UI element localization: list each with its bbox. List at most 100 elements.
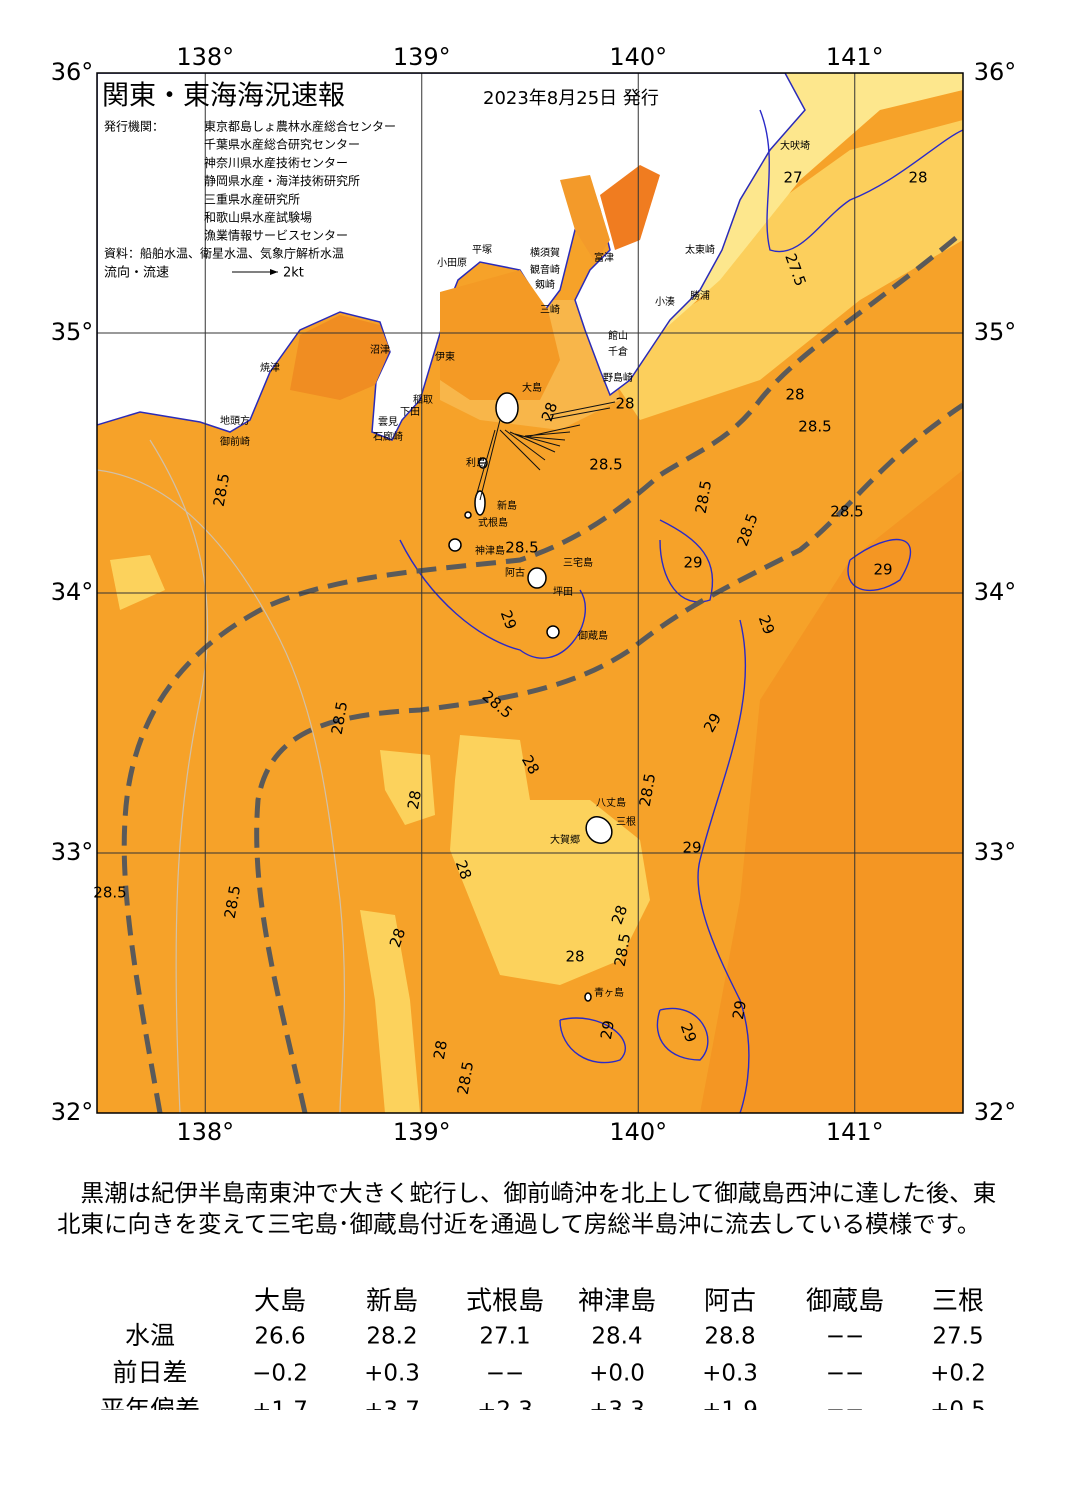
table-cell: −− (826, 1398, 865, 1411)
flow-legend-speed: 2kt (283, 266, 304, 281)
place-name: 坪田 (553, 585, 573, 598)
current-arrows (474, 401, 616, 501)
table-header: 阿古 (704, 1287, 756, 1317)
source: 資料：船舶水温、衛星水温、気象庁解析水温 (104, 246, 344, 261)
contour-label: 29 (729, 999, 750, 1021)
table-cell: +3.3 (589, 1398, 645, 1411)
cool-area (630, 73, 963, 360)
table-cell: −− (826, 1361, 865, 1387)
table-cell: 27.5 (932, 1324, 983, 1350)
map-title: 関東・東海海況速報 (102, 81, 345, 112)
description: 黒潮は紀伊半島南東沖で大きく蛇行し、御前崎沖を北上して御蔵島西沖に達した後、東北… (57, 1179, 997, 1238)
place-name: 焼津 (260, 362, 280, 374)
contour-label: 28 (386, 926, 409, 950)
contour-label: 29 (597, 1019, 618, 1041)
table-cell: +1.7 (252, 1398, 308, 1411)
latitude-label: 36° (974, 58, 1017, 86)
longitude-label: 138° (176, 1118, 234, 1146)
table-header: 御蔵島 (806, 1287, 884, 1317)
place-name: 小湊 (655, 295, 675, 308)
issuer: 三重県水産研究所 (204, 191, 300, 206)
cool-area (360, 910, 420, 1113)
contour-label: 28.5 (93, 884, 126, 902)
table-cell: +0.5 (930, 1398, 986, 1411)
place-name: 下田 (400, 407, 420, 418)
contour-label: 27 (783, 169, 802, 187)
latitude-label: 32° (974, 1098, 1017, 1126)
longitude-label: 141° (826, 43, 884, 71)
place-name: 平塚 (472, 244, 492, 256)
contour-label: 28.5 (589, 456, 622, 474)
table-cell: +3.7 (364, 1398, 420, 1411)
table-cell: −− (826, 1324, 865, 1350)
place-name: 横須賀 (530, 246, 560, 259)
place-name: 沼津 (370, 343, 390, 356)
table-cell: 28.8 (704, 1324, 755, 1350)
sagami-bay (440, 270, 560, 400)
table-cell: +0.3 (702, 1361, 758, 1387)
contour-label: 28 (785, 386, 804, 404)
table-cell: +0.0 (589, 1361, 645, 1387)
kuroshio-axis (121, 230, 963, 1113)
issuer: 静岡県水産・海洋技術研究所 (204, 173, 360, 188)
longitude-label: 140° (609, 1118, 667, 1146)
table-header: 新島 (366, 1287, 418, 1317)
place-name: 大島 (522, 381, 542, 394)
table-cell: +2.3 (477, 1398, 533, 1411)
contours-light (97, 439, 346, 1113)
contour-label: 28 (908, 169, 927, 187)
place-name: 三崎 (540, 303, 560, 316)
issuer-list: 東京都島しょ農林水産総合センター千葉県水産総合研究センター神奈川県水産技術センタ… (204, 119, 396, 243)
contour-label: 28 (452, 858, 475, 882)
issuer: 千葉県水産総合研究センター (204, 137, 360, 152)
longitude-label: 141° (826, 1118, 884, 1146)
longitude-label: 140° (609, 43, 667, 71)
place-name: 大賀郷 (550, 833, 580, 846)
contour-label: 29 (677, 1021, 700, 1045)
place-name: 館山 (608, 329, 628, 342)
table-cell: −0.2 (252, 1361, 308, 1387)
place-name: 稲取 (413, 394, 433, 406)
latitude-label: 33° (51, 838, 94, 866)
place-name: 太東崎 (685, 243, 715, 256)
cool-area (450, 735, 650, 985)
contour-label: 28.5 (505, 539, 538, 557)
place-name: 伊東 (435, 350, 455, 363)
issuer-label: 発行機関： (104, 119, 164, 134)
place-name: 小田原 (437, 257, 467, 269)
place-name: 式根島 (478, 516, 508, 529)
issuer: 漁業情報サービスセンター (204, 229, 348, 243)
table-cell: +1.9 (702, 1398, 758, 1411)
place-name: 三宅島 (563, 556, 593, 569)
place-name: 大吠埼 (780, 139, 810, 152)
contour-label: 28 (608, 903, 631, 927)
map: 関東・東海海況速報 2023年8月25日 発行 発行機関： 東京都島しょ農林水産… (51, 43, 1017, 1146)
latitude-label: 34° (51, 578, 94, 606)
table-cell: 28.2 (366, 1324, 417, 1350)
place-name: 新島 (497, 499, 517, 512)
contour-label: 29 (755, 613, 778, 637)
contour-label: 28.5 (210, 472, 234, 508)
flow-legend-label: 流向・流速 (104, 265, 169, 281)
contour-label: 28 (430, 1039, 451, 1061)
table-cell: 27.1 (479, 1324, 530, 1350)
inner-bay (600, 165, 660, 250)
place-name: 神津島 (475, 544, 505, 557)
longitude-label: 139° (393, 43, 451, 71)
place-name: 利島 (466, 456, 486, 469)
contour-label: 28 (404, 789, 425, 811)
row-label: 前日差 (112, 1358, 187, 1387)
place-name: 石廊崎 (373, 430, 403, 443)
place-name: 三根 (616, 815, 636, 828)
row-label: 水温 (125, 1321, 175, 1350)
issuer: 東京都島しょ農林水産総合センター (204, 119, 396, 134)
contour-label: 28.5 (328, 700, 352, 736)
place-name: 観音崎 (530, 263, 560, 276)
row-label: 平年偏差 (100, 1395, 200, 1410)
contour-label: 28.5 (798, 418, 831, 436)
cool-area (600, 120, 963, 420)
cool-area (110, 555, 165, 610)
graticule (97, 73, 963, 1113)
